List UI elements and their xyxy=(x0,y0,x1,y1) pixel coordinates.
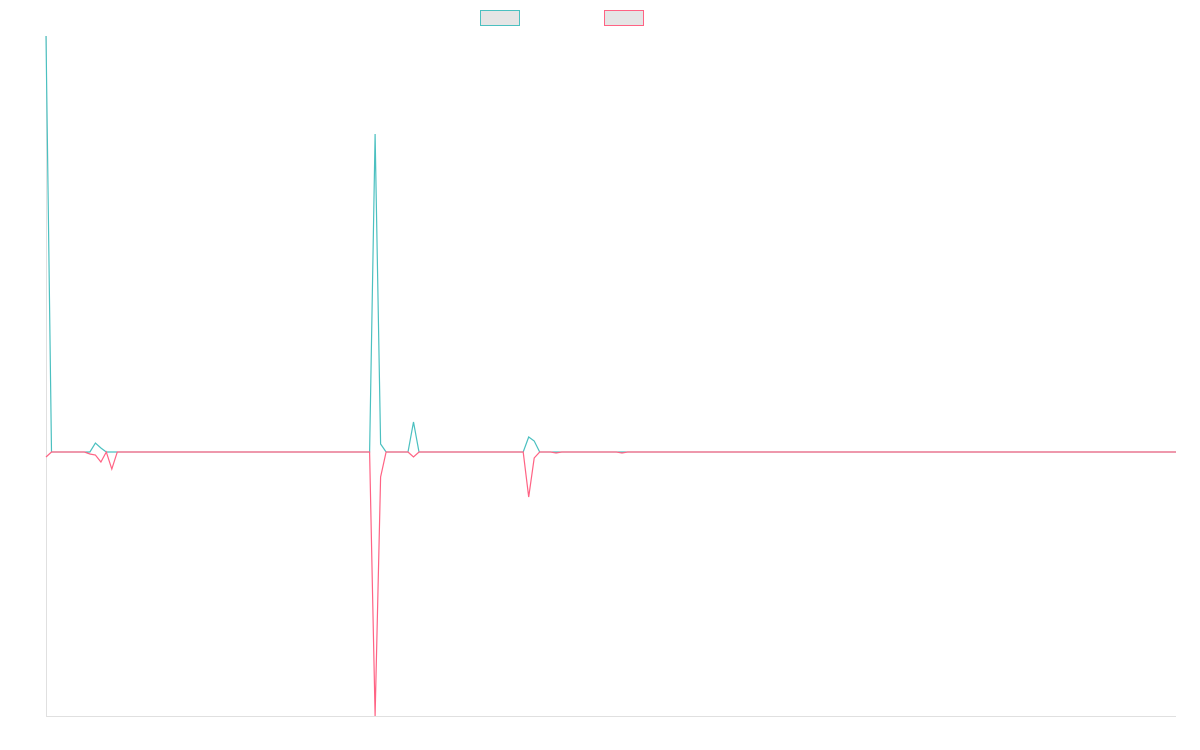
legend-swatch-series-1[interactable] xyxy=(480,10,520,26)
series-1-line xyxy=(45,35,1176,453)
series-2-line xyxy=(45,450,1176,717)
legend-swatch-series-2[interactable] xyxy=(604,10,644,26)
